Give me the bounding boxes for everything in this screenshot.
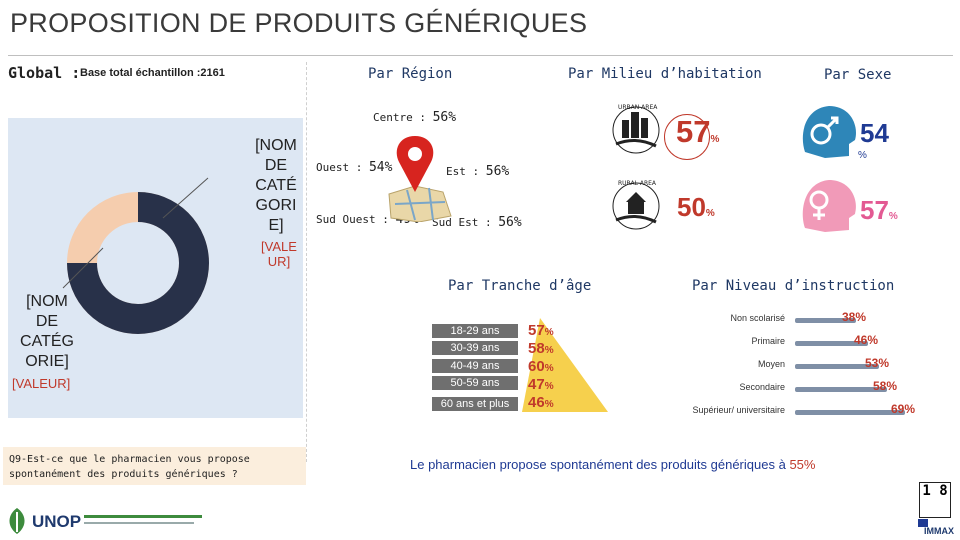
age-title: Par Tranche d’âge [448, 278, 592, 294]
page-title: PROPOSITION DE PRODUITS GÉNÉRIQUES [10, 8, 588, 38]
age-value-2: 60% [528, 358, 554, 375]
education-label-2: Moyen [757, 359, 785, 369]
sample-base: Base total échantillon :2161 [80, 67, 225, 79]
education-label-4: Supérieur/ universitaire [692, 405, 785, 415]
donut-segment-dark-2 [67, 262, 139, 334]
education-title: Par Niveau d’instruction [692, 278, 895, 294]
age-label-3: 50-59 ans [432, 376, 518, 390]
age-value-3: 47% [528, 376, 554, 393]
age-value-0: 57% [528, 322, 554, 339]
education-label-3: Secondaire [739, 382, 785, 392]
region-est: Est : 56% [446, 164, 510, 179]
education-value-0: 38% [842, 310, 867, 324]
education-value-2: 53% [865, 356, 890, 370]
rural-value: 50% [677, 192, 715, 222]
female-value: 57% [860, 195, 898, 225]
education-value-3: 58% [873, 379, 898, 393]
region-centre: Centre : 56% [373, 110, 457, 125]
leader-line-top [162, 177, 209, 219]
unop-logo-bar [84, 515, 202, 518]
donut-value-bottom: [VALEUR] [12, 376, 71, 391]
education-label-0: Non scolarisé [730, 313, 785, 323]
education-bar-2 [795, 364, 879, 369]
donut-category-bottom: [NOM DE CATÉG ORIE] [20, 293, 74, 370]
svg-text:RURAL AREA: RURAL AREA [618, 180, 657, 187]
survey-question: Q9-Est-ce que le pharmacien vous propose… [3, 447, 306, 485]
education-bar-0 [795, 318, 856, 323]
global-panel [8, 118, 303, 418]
rural-area-icon: RURAL AREA [612, 180, 660, 230]
title-divider [8, 55, 953, 56]
donut-value-top: [VALE UR] [261, 239, 297, 269]
male-value: 54 [860, 118, 889, 148]
svg-text:URBAN AREA: URBAN AREA [618, 104, 658, 111]
sexe-title: Par Sexe [824, 67, 892, 83]
male-unit: % [858, 150, 867, 161]
donut-segment-dark [137, 192, 209, 334]
education-bar-4 [795, 410, 905, 415]
region-title: Par Région [368, 66, 453, 82]
age-value-4: 46% [528, 394, 554, 411]
age-label-0: 18-29 ans [432, 324, 518, 338]
immax-logo-mark [918, 519, 928, 527]
unop-logo-text: UNOP [32, 512, 82, 531]
urban-area-icon: URBAN AREA [612, 104, 660, 154]
age-value-1: 58% [528, 340, 554, 357]
age-label-4: 60 ans et plus [432, 397, 518, 411]
region-sud-est: Sud Est : 56% [432, 215, 522, 230]
urban-highlight-circle [664, 114, 710, 160]
education-bar-1 [795, 341, 868, 346]
conclusion: Le pharmacien propose spontanément des p… [410, 457, 816, 472]
donut-category-top: [NOM DE CATÉ GORI E] [255, 137, 297, 234]
milieu-title: Par Milieu d’habitation [568, 66, 762, 82]
urban-value: 57% [676, 114, 720, 149]
male-icon [802, 106, 856, 158]
education-label-1: Primaire [751, 336, 785, 346]
map-pin-icon [388, 136, 452, 222]
age-pyramid [522, 318, 608, 412]
unop-logo-subline [84, 522, 194, 524]
leader-line-bottom [62, 247, 104, 289]
age-label-2: 40-49 ans [432, 359, 518, 373]
education-bar-3 [795, 387, 887, 392]
global-donut-chart [62, 177, 209, 334]
global-label: Global : [8, 64, 81, 82]
age-label-1: 30-39 ans [432, 341, 518, 355]
immax-logo-text: IMMAX [924, 526, 954, 536]
page-number: 1 8 [919, 482, 951, 518]
education-value-1: 46% [854, 333, 879, 347]
education-value-4: 69% [891, 402, 916, 416]
region-ouest: Ouest : 54% [316, 160, 393, 175]
section-divider [306, 62, 307, 462]
unop-logo-icon [9, 508, 25, 534]
female-icon [802, 180, 856, 232]
